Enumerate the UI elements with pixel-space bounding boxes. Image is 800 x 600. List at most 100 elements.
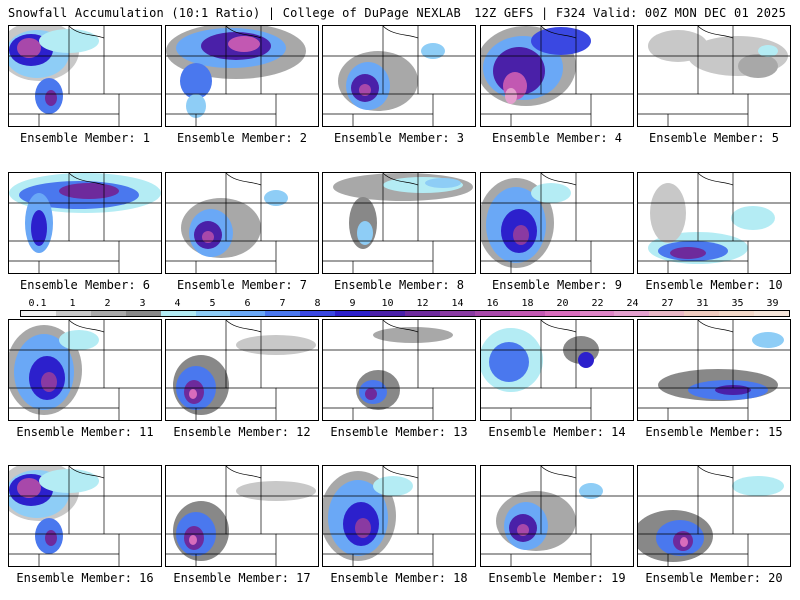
scale-value: 16	[486, 298, 499, 309]
state-border	[225, 320, 262, 333]
ensemble-member-label: Ensemble Member: 7	[176, 278, 308, 292]
scale-swatch	[474, 311, 510, 316]
ensemble-map-panel	[165, 172, 319, 274]
snowfall-contour	[373, 476, 413, 496]
scale-swatch	[195, 311, 231, 316]
snowfall-contour	[189, 535, 197, 545]
snowfall-contour	[752, 332, 784, 348]
state-border	[68, 26, 105, 39]
scale-value: 9	[349, 298, 356, 309]
scale-swatch	[719, 311, 755, 316]
scale-swatch	[90, 311, 126, 316]
snowfall-map	[323, 26, 475, 126]
ensemble-map-panel	[322, 465, 476, 567]
ensemble-map-panel	[480, 319, 634, 421]
snowfall-contour	[357, 221, 373, 245]
state-border	[225, 26, 262, 39]
ensemble-map-panel	[8, 25, 162, 127]
snowfall-contour	[715, 385, 751, 395]
snowfall-contour	[264, 190, 288, 206]
snowfall-contour	[650, 183, 686, 243]
ensemble-member-label: Ensemble Member: 13	[330, 425, 468, 439]
snowfall-contour	[228, 36, 260, 52]
snowfall-map	[481, 173, 633, 273]
state-border	[540, 466, 577, 479]
state-border	[166, 466, 227, 535]
scale-value: 10	[381, 298, 394, 309]
snowfall-map	[323, 466, 475, 566]
snowfall-contour	[758, 45, 778, 57]
ensemble-map-panel	[637, 172, 791, 274]
scale-swatch	[404, 311, 440, 316]
state-border	[382, 173, 419, 186]
ensemble-map-panel	[637, 25, 791, 127]
state-border	[481, 173, 542, 242]
snowfall-contour	[59, 183, 119, 199]
state-border	[166, 26, 227, 95]
snowfall-contour	[45, 530, 57, 546]
snowfall-contour	[17, 478, 41, 498]
ensemble-map-panel	[322, 172, 476, 274]
scale-value: 5	[209, 298, 216, 309]
snowfall-map	[166, 173, 318, 273]
snowfall-map	[323, 320, 475, 420]
snowfall-contour	[41, 372, 57, 392]
state-border	[638, 173, 699, 242]
snowfall-contour	[578, 352, 594, 368]
state-border	[382, 26, 419, 39]
scale-swatch	[614, 311, 650, 316]
state-border	[166, 320, 227, 389]
ensemble-map-panel	[165, 319, 319, 421]
scale-swatch	[649, 311, 685, 316]
state-border	[382, 320, 419, 333]
state-border	[697, 320, 734, 333]
scale-value: 8	[314, 298, 321, 309]
snowfall-map	[638, 173, 790, 273]
scale-swatch	[544, 311, 580, 316]
snowfall-map	[9, 320, 161, 420]
snowfall-contour	[680, 537, 688, 547]
scale-value: 6	[244, 298, 251, 309]
snowfall-contour	[531, 183, 571, 203]
snowfall-contour	[731, 206, 775, 230]
snowfall-contour	[505, 88, 517, 104]
ensemble-map-panel	[637, 319, 791, 421]
ensemble-member-label: Ensemble Member: 16	[16, 571, 154, 585]
scale-value: 0.1	[28, 298, 47, 309]
snowfall-map	[481, 26, 633, 126]
snowfall-contour	[531, 27, 591, 55]
state-border	[9, 26, 70, 95]
snowfall-map	[323, 173, 475, 273]
ensemble-member-label: Ensemble Member: 14	[488, 425, 626, 439]
scale-value: 20	[556, 298, 569, 309]
state-border	[481, 466, 542, 535]
scale-swatch	[370, 311, 405, 316]
ensemble-member-label: Ensemble Member: 1	[19, 131, 151, 145]
scale-value: 24	[626, 298, 639, 309]
state-border	[323, 320, 384, 389]
ensemble-member-label: Ensemble Member: 18	[330, 571, 468, 585]
snowfall-color-scale: 0.1 1 2 3 4 5 6 7 8 9 10 12 14 16 18 20 22 24 27 31 35 39	[8, 298, 790, 318]
scale-swatch	[125, 311, 161, 316]
scale-swatch	[300, 311, 336, 316]
scale-value: 31	[696, 298, 709, 309]
scale-swatch	[21, 311, 56, 316]
scale-value: 2	[104, 298, 111, 309]
snowfall-map	[166, 320, 318, 420]
ensemble-member-label: Ensemble Member: 6	[19, 278, 151, 292]
state-border	[68, 320, 105, 333]
ensemble-map-panel	[322, 319, 476, 421]
scale-swatch	[579, 311, 615, 316]
ensemble-member-label: Ensemble Member: 9	[491, 278, 623, 292]
state-border	[697, 26, 734, 39]
scale-value: 27	[661, 298, 674, 309]
snowfall-contour	[236, 481, 316, 501]
snowfall-map	[9, 26, 161, 126]
snowfall-map	[481, 466, 633, 566]
scale-color-bar	[20, 310, 790, 317]
ensemble-map-panel	[8, 172, 162, 274]
ensemble-map-panel	[165, 465, 319, 567]
scale-value: 14	[451, 298, 464, 309]
state-border	[68, 466, 105, 479]
ensemble-map-panel	[165, 25, 319, 127]
